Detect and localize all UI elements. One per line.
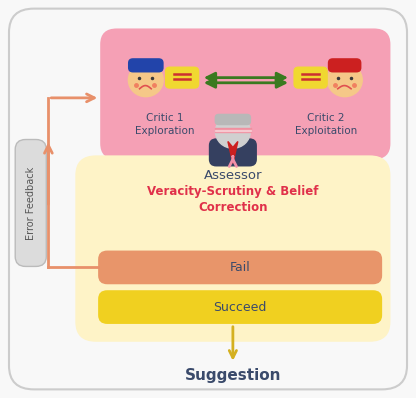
FancyBboxPatch shape: [15, 140, 46, 266]
FancyBboxPatch shape: [165, 66, 199, 89]
FancyBboxPatch shape: [98, 251, 382, 284]
Text: Veracity-Scrutiny & Belief
Correction: Veracity-Scrutiny & Belief Correction: [147, 185, 319, 214]
Text: Error Feedback: Error Feedback: [26, 166, 36, 240]
FancyBboxPatch shape: [215, 114, 251, 125]
Text: Critic 2
Exploitation: Critic 2 Exploitation: [295, 113, 357, 136]
Circle shape: [129, 63, 163, 97]
FancyBboxPatch shape: [98, 290, 382, 324]
Text: Assessor: Assessor: [203, 169, 262, 182]
Text: Suggestion: Suggestion: [185, 368, 281, 383]
FancyBboxPatch shape: [128, 58, 163, 72]
Text: Succeed: Succeed: [213, 300, 267, 314]
FancyBboxPatch shape: [328, 58, 362, 72]
Text: Critic 1
Exploration: Critic 1 Exploration: [135, 113, 194, 136]
Circle shape: [327, 63, 362, 97]
FancyBboxPatch shape: [100, 29, 391, 159]
Circle shape: [215, 115, 250, 148]
Text: Fail: Fail: [230, 261, 250, 274]
FancyBboxPatch shape: [75, 155, 391, 342]
FancyBboxPatch shape: [9, 9, 407, 389]
FancyBboxPatch shape: [209, 139, 257, 166]
FancyBboxPatch shape: [293, 66, 328, 89]
Polygon shape: [228, 142, 238, 163]
